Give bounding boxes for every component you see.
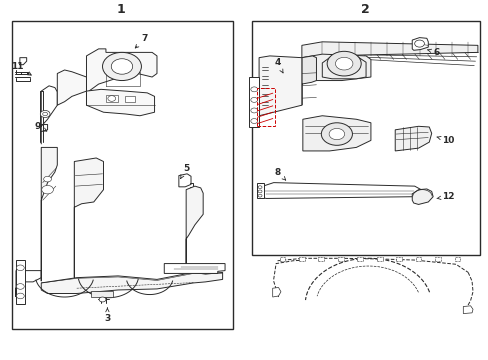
Circle shape (250, 87, 257, 92)
Bar (91, 291, 113, 297)
Circle shape (258, 186, 262, 189)
Bar (337, 257, 343, 261)
Text: 4: 4 (274, 58, 283, 73)
Polygon shape (272, 288, 281, 297)
Circle shape (40, 111, 50, 117)
Text: 9: 9 (35, 122, 47, 131)
Polygon shape (86, 49, 157, 105)
Polygon shape (41, 273, 222, 293)
Polygon shape (256, 183, 264, 198)
Polygon shape (57, 70, 86, 105)
Polygon shape (302, 116, 370, 151)
Polygon shape (179, 174, 191, 187)
Polygon shape (394, 126, 431, 151)
Text: 10: 10 (436, 136, 454, 145)
Polygon shape (86, 89, 154, 116)
Circle shape (328, 129, 344, 140)
Text: 7: 7 (135, 34, 148, 48)
Polygon shape (164, 264, 224, 274)
Text: 5: 5 (180, 164, 189, 179)
Bar (251, 21, 479, 255)
Bar (395, 257, 401, 261)
Circle shape (414, 40, 424, 47)
Polygon shape (16, 260, 25, 304)
Polygon shape (259, 56, 301, 126)
Circle shape (42, 112, 47, 116)
Polygon shape (301, 42, 477, 58)
Bar (357, 257, 363, 261)
Text: 3: 3 (104, 308, 110, 323)
Circle shape (17, 284, 24, 289)
Text: 12: 12 (436, 192, 454, 201)
Circle shape (102, 53, 141, 81)
Bar (415, 257, 421, 261)
Bar (256, 88, 275, 126)
Polygon shape (41, 148, 57, 281)
Bar (12, 21, 233, 329)
Polygon shape (16, 271, 41, 297)
Polygon shape (411, 189, 432, 204)
Circle shape (326, 51, 361, 76)
Text: 11: 11 (11, 62, 31, 75)
Circle shape (250, 108, 257, 113)
Text: 6: 6 (427, 48, 439, 57)
Polygon shape (322, 56, 366, 79)
Polygon shape (411, 37, 427, 50)
Circle shape (111, 59, 132, 74)
Circle shape (43, 176, 51, 182)
Bar (279, 257, 285, 261)
Circle shape (321, 123, 352, 145)
Polygon shape (258, 183, 424, 198)
Bar (454, 257, 459, 261)
Text: 8: 8 (274, 167, 285, 180)
Circle shape (335, 57, 352, 70)
Bar (376, 257, 382, 261)
Text: 1: 1 (116, 4, 124, 17)
Polygon shape (301, 56, 316, 105)
Text: 2: 2 (360, 4, 369, 17)
Circle shape (108, 96, 116, 101)
Circle shape (17, 293, 24, 299)
Polygon shape (249, 77, 259, 127)
Polygon shape (186, 186, 203, 264)
Bar (106, 95, 118, 102)
Polygon shape (301, 54, 370, 81)
Circle shape (250, 98, 257, 102)
Circle shape (41, 185, 53, 194)
Bar (318, 257, 324, 261)
Circle shape (250, 118, 257, 123)
Circle shape (258, 194, 262, 197)
Polygon shape (462, 306, 472, 314)
Bar (125, 96, 135, 102)
Bar (434, 257, 440, 261)
Circle shape (17, 265, 24, 271)
Bar (298, 257, 304, 261)
Circle shape (258, 190, 262, 193)
Circle shape (99, 297, 106, 302)
Polygon shape (74, 158, 103, 278)
